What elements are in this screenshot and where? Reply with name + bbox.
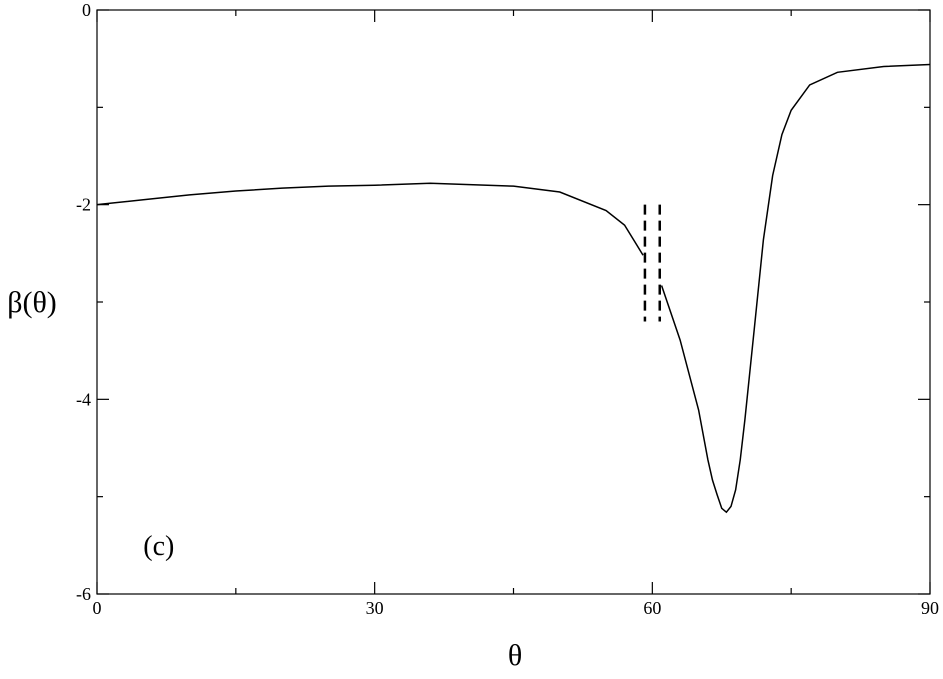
x-tick-label: 30 <box>366 598 384 618</box>
x-tick-label: 0 <box>93 598 102 618</box>
data-line <box>96 63 931 514</box>
x-tick-label: 90 <box>921 598 939 618</box>
plot-frame <box>96 9 931 595</box>
x-axis-label: θ <box>508 639 522 672</box>
y-tick-label: -4 <box>76 389 91 409</box>
y-tick-label: -6 <box>76 584 91 604</box>
panel-label: (c) <box>143 531 174 562</box>
x-tick-label: 60 <box>643 598 661 618</box>
y-tick-label: 0 <box>82 0 91 20</box>
y-axis-label: β(θ) <box>7 286 57 319</box>
y-tick-label: -2 <box>76 195 91 215</box>
